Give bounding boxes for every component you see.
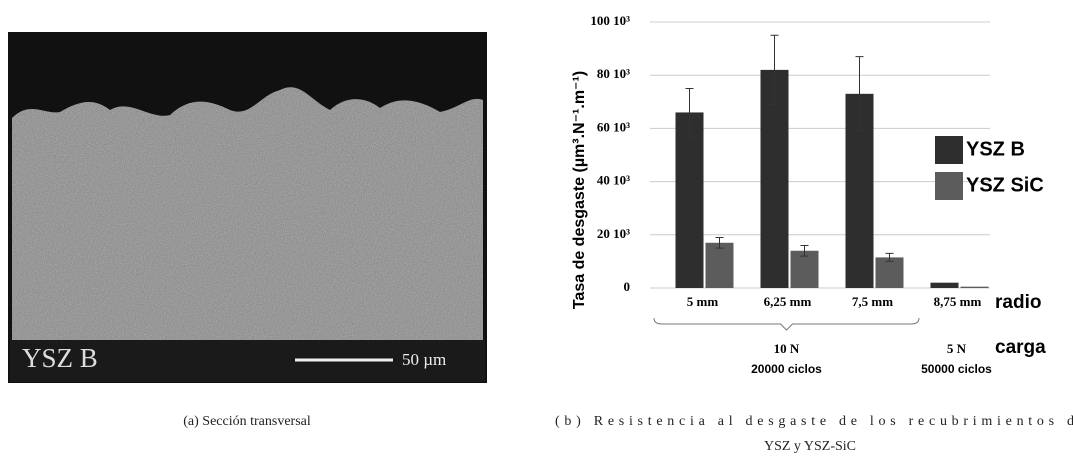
y-tick-label: 60 10³ [597, 119, 630, 134]
bar [875, 257, 904, 288]
caption-a: (a) Sección transversal [183, 414, 311, 429]
x-tick-label: 7,5 mm [852, 294, 893, 309]
group-cycles: 20000 ciclos [751, 362, 822, 376]
x-tick-label: 6,25 mm [764, 294, 812, 309]
legend-swatch [935, 136, 963, 164]
y-tick-label: 20 10³ [597, 226, 630, 241]
group-cycles: 50000 ciclos [921, 362, 992, 376]
error-bar [685, 88, 694, 137]
legend-label: YSZ B [966, 138, 1025, 160]
bar [930, 282, 959, 288]
bar [760, 69, 789, 288]
y-axis-label: Tasa de desgaste (µm³.N⁻¹.m⁻¹) [571, 71, 588, 309]
bar [705, 242, 734, 288]
group-bracket [653, 317, 920, 331]
error-bar [885, 252, 894, 262]
y-tick-label: 40 10³ [597, 173, 630, 188]
group-load: 5 N [947, 341, 967, 356]
bar [960, 286, 989, 288]
texture [12, 87, 483, 341]
group-load: 10 N [774, 341, 800, 356]
error-bar [855, 56, 864, 132]
y-tick-label: 100 10³ [590, 13, 630, 28]
image-label: YSZ B [22, 343, 98, 373]
sem-image: YSZ B 50 µm [8, 32, 487, 383]
scale-label: 50 µm [402, 350, 446, 369]
x-tick-label: 8,75 mm [934, 294, 982, 309]
error-bar [800, 244, 809, 257]
legend-label: YSZ SiC [966, 174, 1044, 196]
caption-b: (b) Resistencia al desgaste de los recub… [555, 414, 1073, 429]
label-bar [10, 340, 485, 382]
bar [675, 112, 704, 288]
x-tick-label: 5 mm [687, 294, 719, 309]
row-label: carga [995, 337, 1046, 358]
caption-b-cont: YSZ y YSZ-SiC [764, 439, 856, 454]
error-bar [715, 236, 724, 249]
legend-swatch [935, 172, 963, 200]
row-label: radio [995, 292, 1041, 313]
error-bar [770, 34, 779, 105]
y-tick-label: 0 [624, 279, 631, 294]
bar [790, 250, 819, 288]
y-tick-label: 80 10³ [597, 66, 630, 81]
